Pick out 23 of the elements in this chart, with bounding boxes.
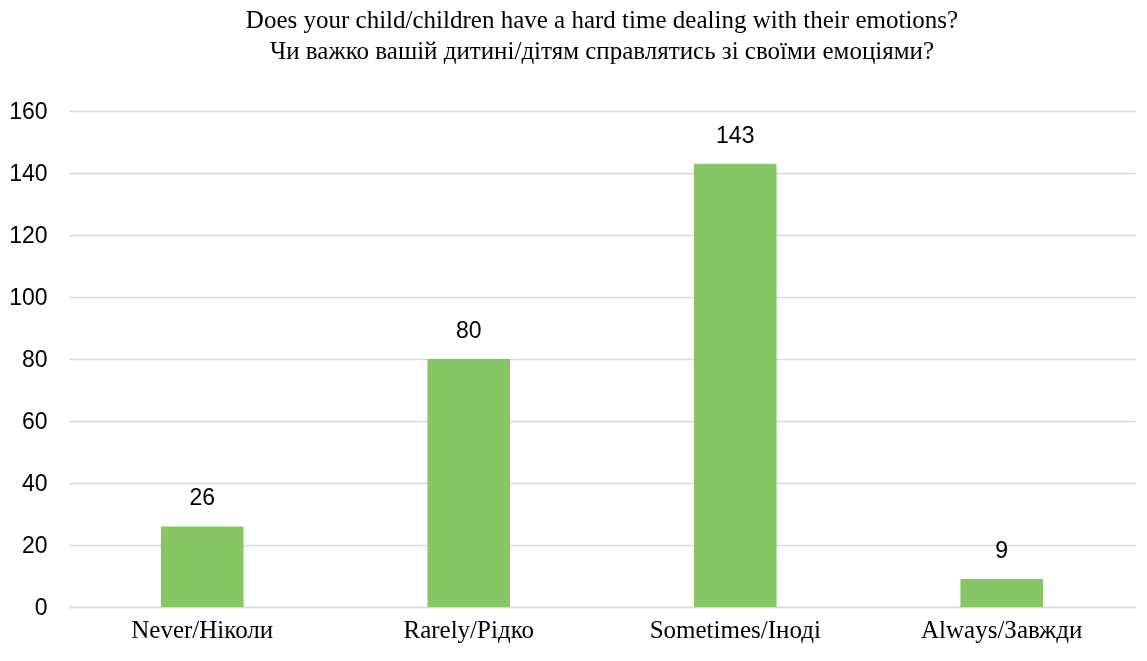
x-tick-label: Never/Ніколи <box>131 615 274 643</box>
bar <box>693 163 777 607</box>
chart-title: Does your child/children have a hard time dealing with their emotions? <box>245 6 959 33</box>
data-label: 80 <box>455 317 482 343</box>
bar <box>160 526 244 607</box>
x-tick-label: Rarely/Рідко <box>403 615 535 643</box>
x-tick-label: Always/Завжди <box>921 615 1083 643</box>
y-tick-label: 60 <box>21 407 48 434</box>
y-tick-label: 160 <box>9 97 48 124</box>
y-tick-label: 40 <box>21 469 48 496</box>
chart-subtitle: Чи важко вашій дитині/дітям справлятись зі своїми емоціями? <box>269 37 935 64</box>
bar <box>427 359 511 607</box>
y-tick-label: 120 <box>9 221 48 248</box>
data-label: 26 <box>189 484 216 511</box>
y-tick-label: 20 <box>21 531 48 558</box>
y-tick-label: 140 <box>9 159 48 186</box>
data-label: 9 <box>995 537 1009 564</box>
y-tick-label: 0 <box>34 593 48 620</box>
y-tick-label: 100 <box>9 283 48 310</box>
x-tick-label: Sometimes/Іноді <box>649 615 821 643</box>
data-label: 143 <box>716 121 755 148</box>
bar <box>960 579 1044 607</box>
y-tick-label: 80 <box>21 345 48 372</box>
